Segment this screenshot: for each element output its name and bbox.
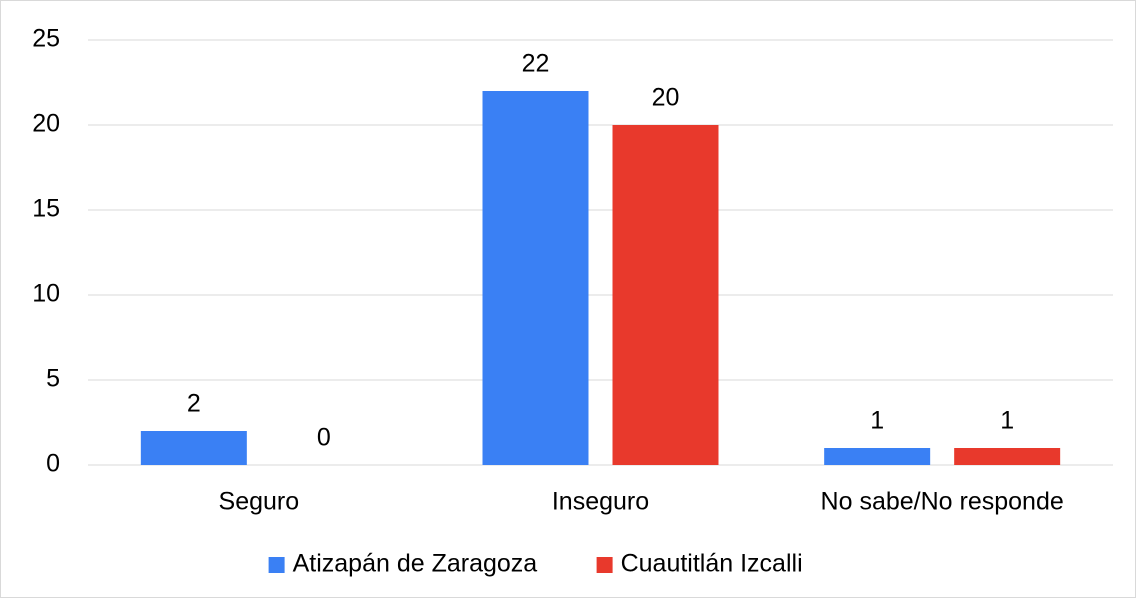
y-tick-label: 5 [46, 365, 60, 393]
bar [482, 91, 589, 465]
y-tick-label: 0 [46, 450, 60, 478]
data-label: 20 [652, 84, 680, 112]
legend-swatch [596, 557, 613, 573]
legend-label: Atizapán de Zaragoza [293, 550, 538, 578]
legend-swatch [268, 557, 285, 573]
y-tick-label: 10 [32, 280, 60, 308]
data-label: 0 [317, 424, 331, 452]
bar [954, 448, 1061, 465]
data-label: 1 [870, 407, 884, 435]
legend-label: Cuautitlán Izcalli [621, 550, 803, 578]
data-label: 1 [1000, 407, 1014, 435]
y-tick-label: 25 [32, 25, 60, 53]
data-label: 22 [522, 50, 550, 78]
y-tick-label: 20 [32, 110, 60, 138]
x-tick-label: Seguro [219, 488, 300, 516]
bar [612, 125, 719, 465]
y-tick-label: 15 [32, 195, 60, 223]
x-tick-label: No sabe/No responde [821, 488, 1064, 516]
bar [140, 431, 247, 465]
data-label: 2 [187, 390, 201, 418]
bar [824, 448, 931, 465]
x-tick-label: Inseguro [552, 488, 649, 516]
